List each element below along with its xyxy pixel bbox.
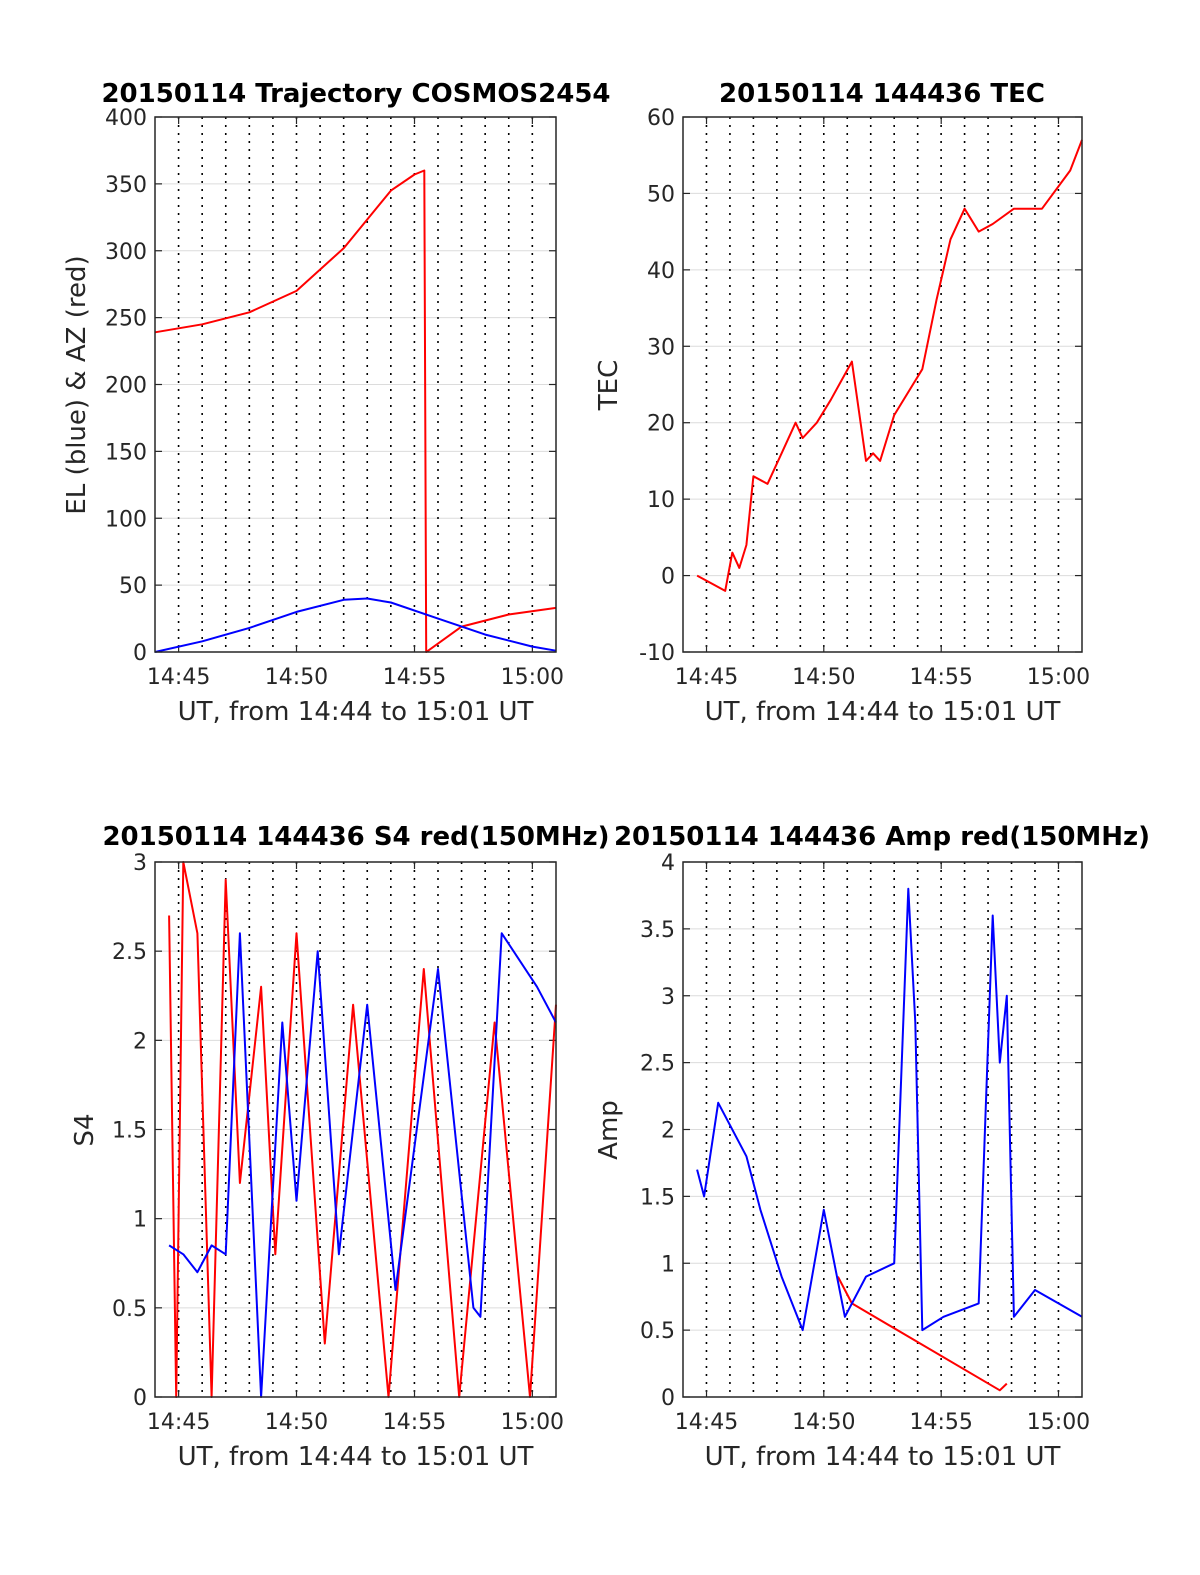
y-tick-label: 350 — [105, 173, 147, 198]
x-tick-label: 14:55 — [910, 1410, 973, 1435]
series-line-blue — [696, 887, 1083, 1332]
x-tick-label: 14:55 — [910, 665, 973, 690]
y-tick-label: 3 — [661, 985, 675, 1010]
y-tick-label: 60 — [647, 106, 675, 131]
plot-frame — [682, 116, 1083, 653]
x-tick-label: 15:00 — [1027, 665, 1090, 690]
series-line-red — [154, 169, 557, 653]
y-axis-label: EL (blue) & AZ (red) — [62, 255, 92, 514]
x-tick-label: 14:45 — [675, 665, 738, 690]
y-tick-label: 30 — [647, 335, 675, 360]
y-tick-label: 4 — [661, 851, 675, 876]
y-tick-label: 0.5 — [640, 1319, 675, 1344]
x-tick-label: 14:50 — [792, 665, 855, 690]
series-line-blue — [154, 597, 557, 653]
y-tick-label: 100 — [105, 507, 147, 532]
chart-title: 20150114 Trajectory COSMOS2454 — [101, 79, 610, 109]
x-tick-label: 14:45 — [675, 1410, 738, 1435]
x-tick-label: 14:50 — [792, 1410, 855, 1435]
y-tick-label: 250 — [105, 307, 147, 332]
y-tick-label: 10 — [647, 488, 675, 513]
x-axis-label: UT, from 14:44 to 15:01 UT — [178, 697, 534, 727]
panel-4: 0 0.5 1 1.5 2 2.5 3 3.5 4 14:45 14:50 14:55 15:00 201… — [594, 822, 1150, 1472]
y-tick-label: 0 — [661, 1386, 675, 1411]
series-line-red — [696, 139, 1083, 592]
y-tick-label: 0 — [661, 565, 675, 590]
x-tick-label: 14:50 — [265, 1410, 328, 1435]
y-tick-label: 0.5 — [112, 1297, 147, 1322]
y-tick-label: 2.5 — [640, 1052, 675, 1077]
y-tick-label: 300 — [105, 240, 147, 265]
series-line-blue — [168, 932, 557, 1398]
panel-2: -10 0 10 20 30 40 50 60 14:45 14:50 14:55 15:00 2015… — [594, 79, 1090, 727]
x-axis-label: UT, from 14:44 to 15:01 UT — [705, 697, 1061, 727]
series-line-red — [168, 861, 557, 1398]
y-tick-label: 1.5 — [112, 1119, 147, 1144]
x-axis-label: UT, from 14:44 to 15:01 UT — [178, 1442, 534, 1472]
x-tick-label: 14:55 — [383, 665, 446, 690]
plot-frame — [154, 116, 557, 653]
x-tick-label: 14:45 — [147, 665, 210, 690]
y-tick-label: 2 — [133, 1029, 147, 1054]
y-axis-label: TEC — [594, 360, 624, 411]
plot-frame — [154, 861, 557, 1398]
y-tick-label: 0 — [133, 641, 147, 666]
x-axis-label: UT, from 14:44 to 15:01 UT — [705, 1442, 1061, 1472]
y-tick-label: 150 — [105, 440, 147, 465]
y-tick-label: 2 — [661, 1119, 675, 1144]
plot-frame — [682, 861, 1083, 1398]
y-tick-label: 3.5 — [640, 918, 675, 943]
y-tick-label: 50 — [119, 574, 147, 599]
x-tick-label: 14:55 — [383, 1410, 446, 1435]
y-tick-label: -10 — [639, 641, 675, 666]
x-tick-label: 14:45 — [147, 1410, 210, 1435]
y-tick-label: 1 — [661, 1252, 675, 1277]
y-tick-label: 40 — [647, 259, 675, 284]
x-tick-label: 15:00 — [501, 1410, 564, 1435]
chart-title: 20150114 144436 Amp red(150MHz) — [614, 822, 1150, 852]
y-tick-label: 3 — [133, 851, 147, 876]
y-axis-label: Amp — [594, 1100, 624, 1160]
y-axis-label: S4 — [70, 1113, 100, 1146]
y-tick-label: 0 — [133, 1386, 147, 1411]
y-tick-label: 2.5 — [112, 940, 147, 965]
x-tick-label: 15:00 — [1027, 1410, 1090, 1435]
y-tick-label: 400 — [105, 106, 147, 131]
chart-title: 20150114 144436 TEC — [719, 79, 1045, 109]
panel-3: 0 0.5 1 1.5 2 2.5 3 14:45 14:50 14:55 15:00 2015011… — [70, 822, 610, 1472]
y-tick-label: 1.5 — [640, 1185, 675, 1210]
y-tick-label: 20 — [647, 412, 675, 437]
y-tick-label: 1 — [133, 1208, 147, 1233]
y-tick-label: 200 — [105, 374, 147, 399]
x-tick-label: 14:50 — [265, 665, 328, 690]
panel-1: 0 50 100 150 200 250 300 350 400 14:45 14:50 14:55 1… — [62, 79, 611, 727]
chart-title: 20150114 144436 S4 red(150MHz) — [102, 822, 609, 852]
y-tick-label: 50 — [647, 182, 675, 207]
x-tick-label: 15:00 — [501, 665, 564, 690]
